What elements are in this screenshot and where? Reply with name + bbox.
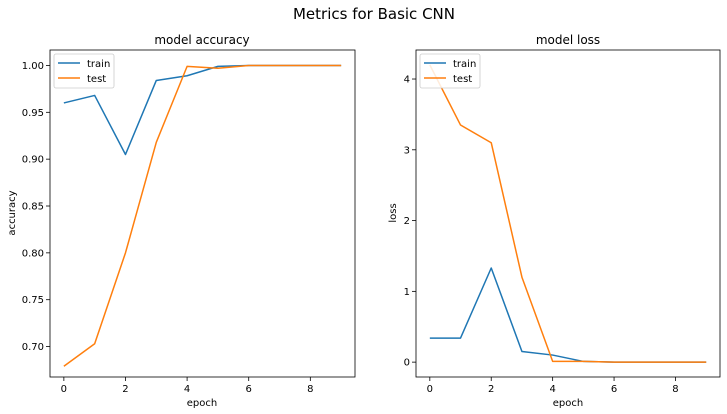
loss-y-axis-label: loss [388,203,399,222]
loss-x-tick-label: 0 [427,384,433,395]
accuracy-x-tick-label: 0 [61,384,67,395]
accuracy-y-tick-label: 0.75 [22,295,44,306]
loss-plot-area [415,49,721,378]
accuracy-marks: 0 2 4 6 8 0.70 0.75 0.80 0.85 0.90 0.95 1.00 [22,61,342,395]
accuracy-x-axis-label: epoch [187,398,217,409]
accuracy-legend: train test [53,53,115,89]
accuracy-plot-area [49,49,356,378]
loss-x-axis-label: epoch [553,398,583,409]
accuracy-legend-test-label: test [87,74,106,85]
accuracy-y-tick-label: 0.95 [22,108,44,119]
accuracy-series-test-line [63,64,342,367]
accuracy-legend-train-label: train [87,59,110,70]
loss-marks: 0 2 4 6 8 0 1 2 3 4 [404,64,707,395]
accuracy-x-tick-label: 6 [246,384,252,395]
accuracy-y-tick-label: 0.85 [22,202,44,213]
loss-y-tick-label: 4 [404,75,410,86]
accuracy-y-tick-label: 0.80 [22,248,44,259]
loss-series-test-line [429,64,707,363]
loss-legend-train-label: train [453,59,476,70]
loss-x-tick-label: 8 [672,384,678,395]
loss-y-tick-label: 1 [404,287,410,298]
accuracy-x-tick-label: 8 [307,384,313,395]
accuracy-x-tick-label: 2 [122,384,128,395]
loss-panel: model loss 0 2 4 6 8 0 1 2 3 4 epoch loss train t… [388,33,721,409]
accuracy-y-tick-label: 0.70 [22,342,44,353]
accuracy-y-tick-label: 0.90 [22,155,44,166]
accuracy-y-axis-label: accuracy [7,190,18,235]
loss-y-tick-label: 2 [404,216,410,227]
loss-chart-title: model loss [536,33,600,47]
loss-x-tick-label: 6 [611,384,617,395]
loss-legend: train test [419,53,481,89]
accuracy-x-tick-label: 4 [184,384,190,395]
loss-y-tick-label: 0 [404,358,410,369]
loss-legend-test-label: test [453,74,472,85]
loss-x-tick-label: 4 [549,384,555,395]
accuracy-y-tick-label: 1.00 [22,61,44,72]
loss-y-tick-label: 3 [404,145,410,156]
accuracy-panel: model accuracy 0 2 4 6 8 0.70 0.75 0.80 0.85 0.90… [7,33,356,409]
loss-x-tick-label: 2 [488,384,494,395]
accuracy-chart-title: model accuracy [154,33,249,47]
figure-title: Metrics for Basic CNN [293,5,455,23]
